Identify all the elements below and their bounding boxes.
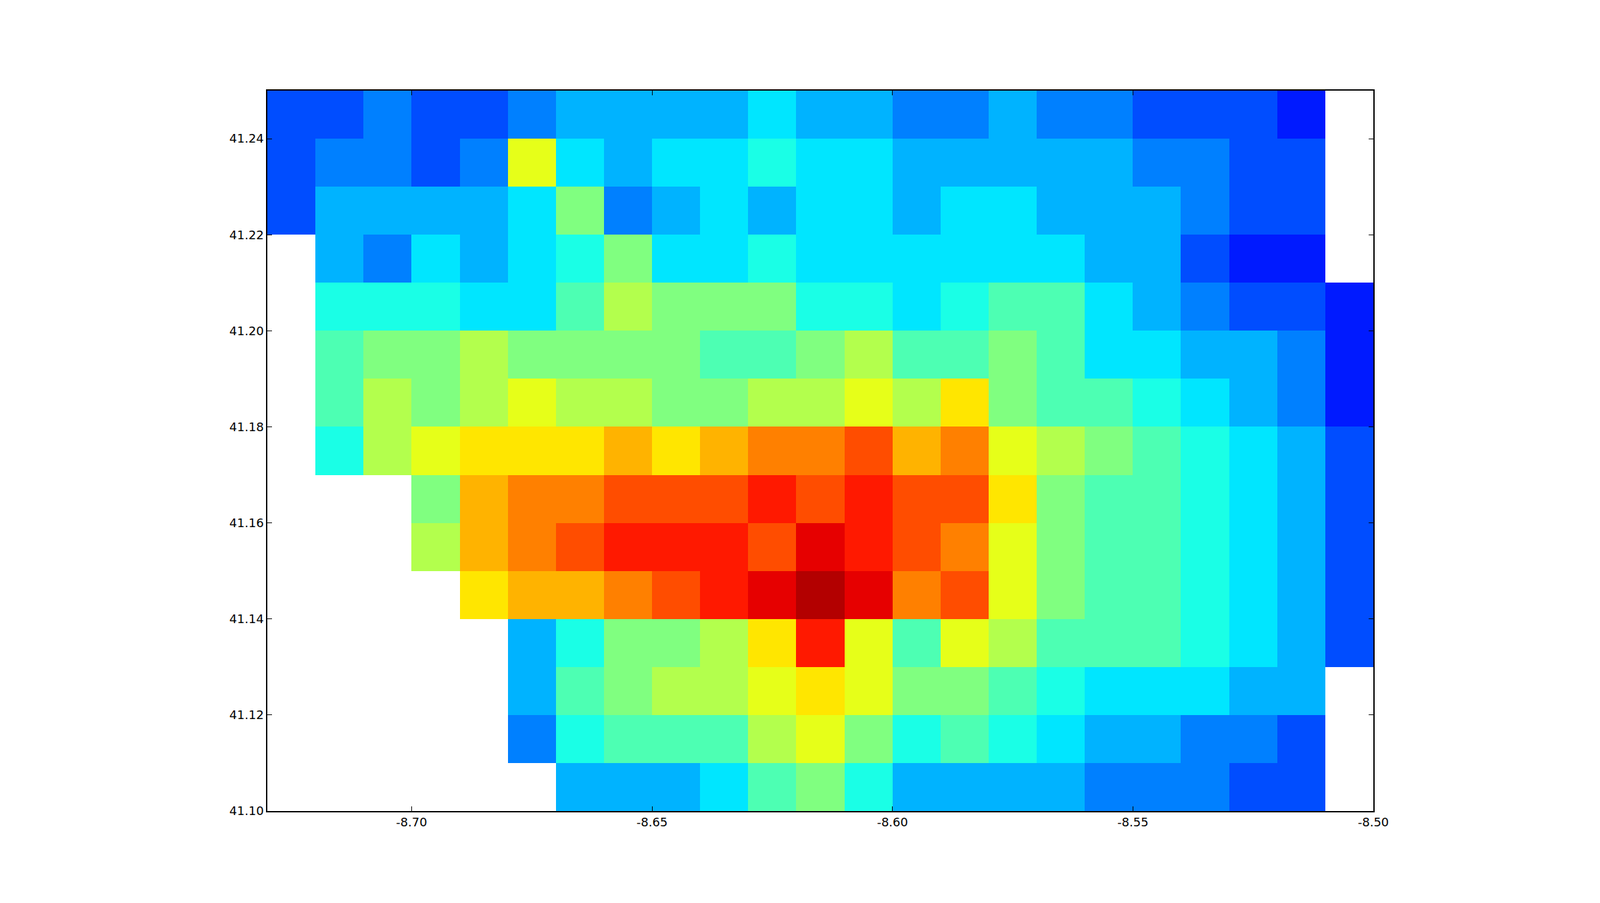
svg-text:41.18: 41.18 — [229, 420, 264, 434]
svg-text:41.16: 41.16 — [229, 516, 264, 530]
svg-text:41.22: 41.22 — [229, 228, 264, 242]
svg-text:-8.65: -8.65 — [636, 815, 668, 830]
svg-text:41.14: 41.14 — [229, 612, 264, 626]
svg-text:41.24: 41.24 — [229, 131, 264, 146]
svg-text:-8.70: -8.70 — [396, 815, 428, 830]
svg-text:-8.60: -8.60 — [876, 815, 908, 830]
svg-text:41.12: 41.12 — [229, 708, 264, 722]
svg-text:41.20: 41.20 — [229, 324, 264, 338]
svg-text:-8.55: -8.55 — [1117, 815, 1149, 830]
svg-text:-8.50: -8.50 — [1358, 815, 1390, 830]
svg-text:41.10: 41.10 — [229, 804, 264, 818]
